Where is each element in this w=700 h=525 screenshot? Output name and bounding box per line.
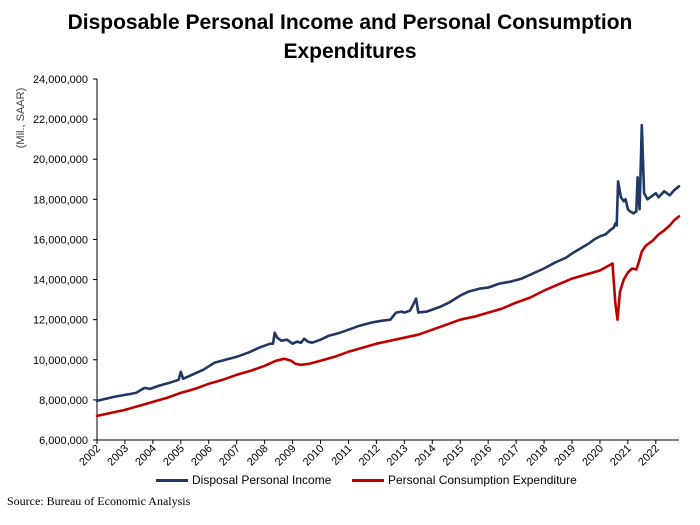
chart-title-line-2: Expenditures [283, 40, 417, 63]
x-tick-label: 2011 [329, 443, 354, 468]
chart-title: Disposable Personal Income and Personal … [0, 8, 700, 66]
y-tick-label: 8,000,000 [39, 395, 88, 407]
legend-swatch-disposable-income [156, 478, 188, 482]
x-tick-label: 2014 [413, 443, 439, 469]
y-tick-label: 22,000,000 [33, 114, 88, 126]
x-tick-label: 2005 [161, 443, 187, 469]
legend: Disposal Personal Income Personal Consum… [0, 473, 700, 491]
y-tick-label: 12,000,000 [33, 315, 88, 327]
x-tick-label: 2022 [636, 443, 662, 469]
source-note: Source: Bureau of Economic Analysis [7, 494, 191, 508]
x-tick-label: 2017 [496, 443, 522, 469]
y-tick-label: 18,000,000 [33, 194, 88, 206]
y-tick-label: 14,000,000 [33, 275, 88, 287]
x-tick-label: 2010 [301, 443, 327, 469]
legend-item-disposable-income: Disposal Personal Income [156, 473, 331, 487]
x-tick-label: 2015 [441, 443, 467, 469]
y-tick-label: 24,000,000 [33, 74, 88, 86]
series-line-consumption-expenditure [95, 215, 681, 418]
x-tick-label: 2021 [608, 443, 634, 469]
x-tick-label: 2019 [552, 443, 578, 469]
x-tick-label: 2020 [580, 443, 606, 469]
legend-label-consumption-expenditure: Personal Consumption Expenditure [388, 473, 577, 487]
legend-swatch-consumption-expenditure [352, 478, 384, 482]
x-tick-label: 2016 [468, 443, 494, 469]
x-tick-label: 2007 [217, 443, 243, 469]
x-tick-label: 2006 [189, 443, 215, 469]
legend-label-disposable-income: Disposal Personal Income [192, 473, 332, 487]
y-tick-label: 20,000,000 [33, 154, 88, 166]
x-tick-label: 2009 [273, 443, 299, 469]
legend-item-consumption-expenditure: Personal Consumption Expenditure [352, 473, 577, 487]
series-line-disposable-income [95, 123, 681, 403]
y-tick-label: 6,000,000 [39, 435, 88, 447]
x-tick-label: 2004 [133, 443, 159, 469]
chart-title-line-1: Disposable Personal Income and Personal … [67, 11, 633, 34]
x-tick-label: 2012 [357, 443, 383, 469]
x-tick-label: 2013 [385, 443, 411, 469]
y-axis-label: (Mil., SAAR) [15, 88, 27, 149]
x-tick-label: 2008 [245, 443, 271, 469]
x-tick-label: 2018 [524, 443, 550, 469]
x-tick-label: 2003 [105, 443, 131, 469]
y-tick-label: 16,000,000 [33, 234, 88, 246]
y-tick-label: 10,000,000 [33, 355, 88, 367]
